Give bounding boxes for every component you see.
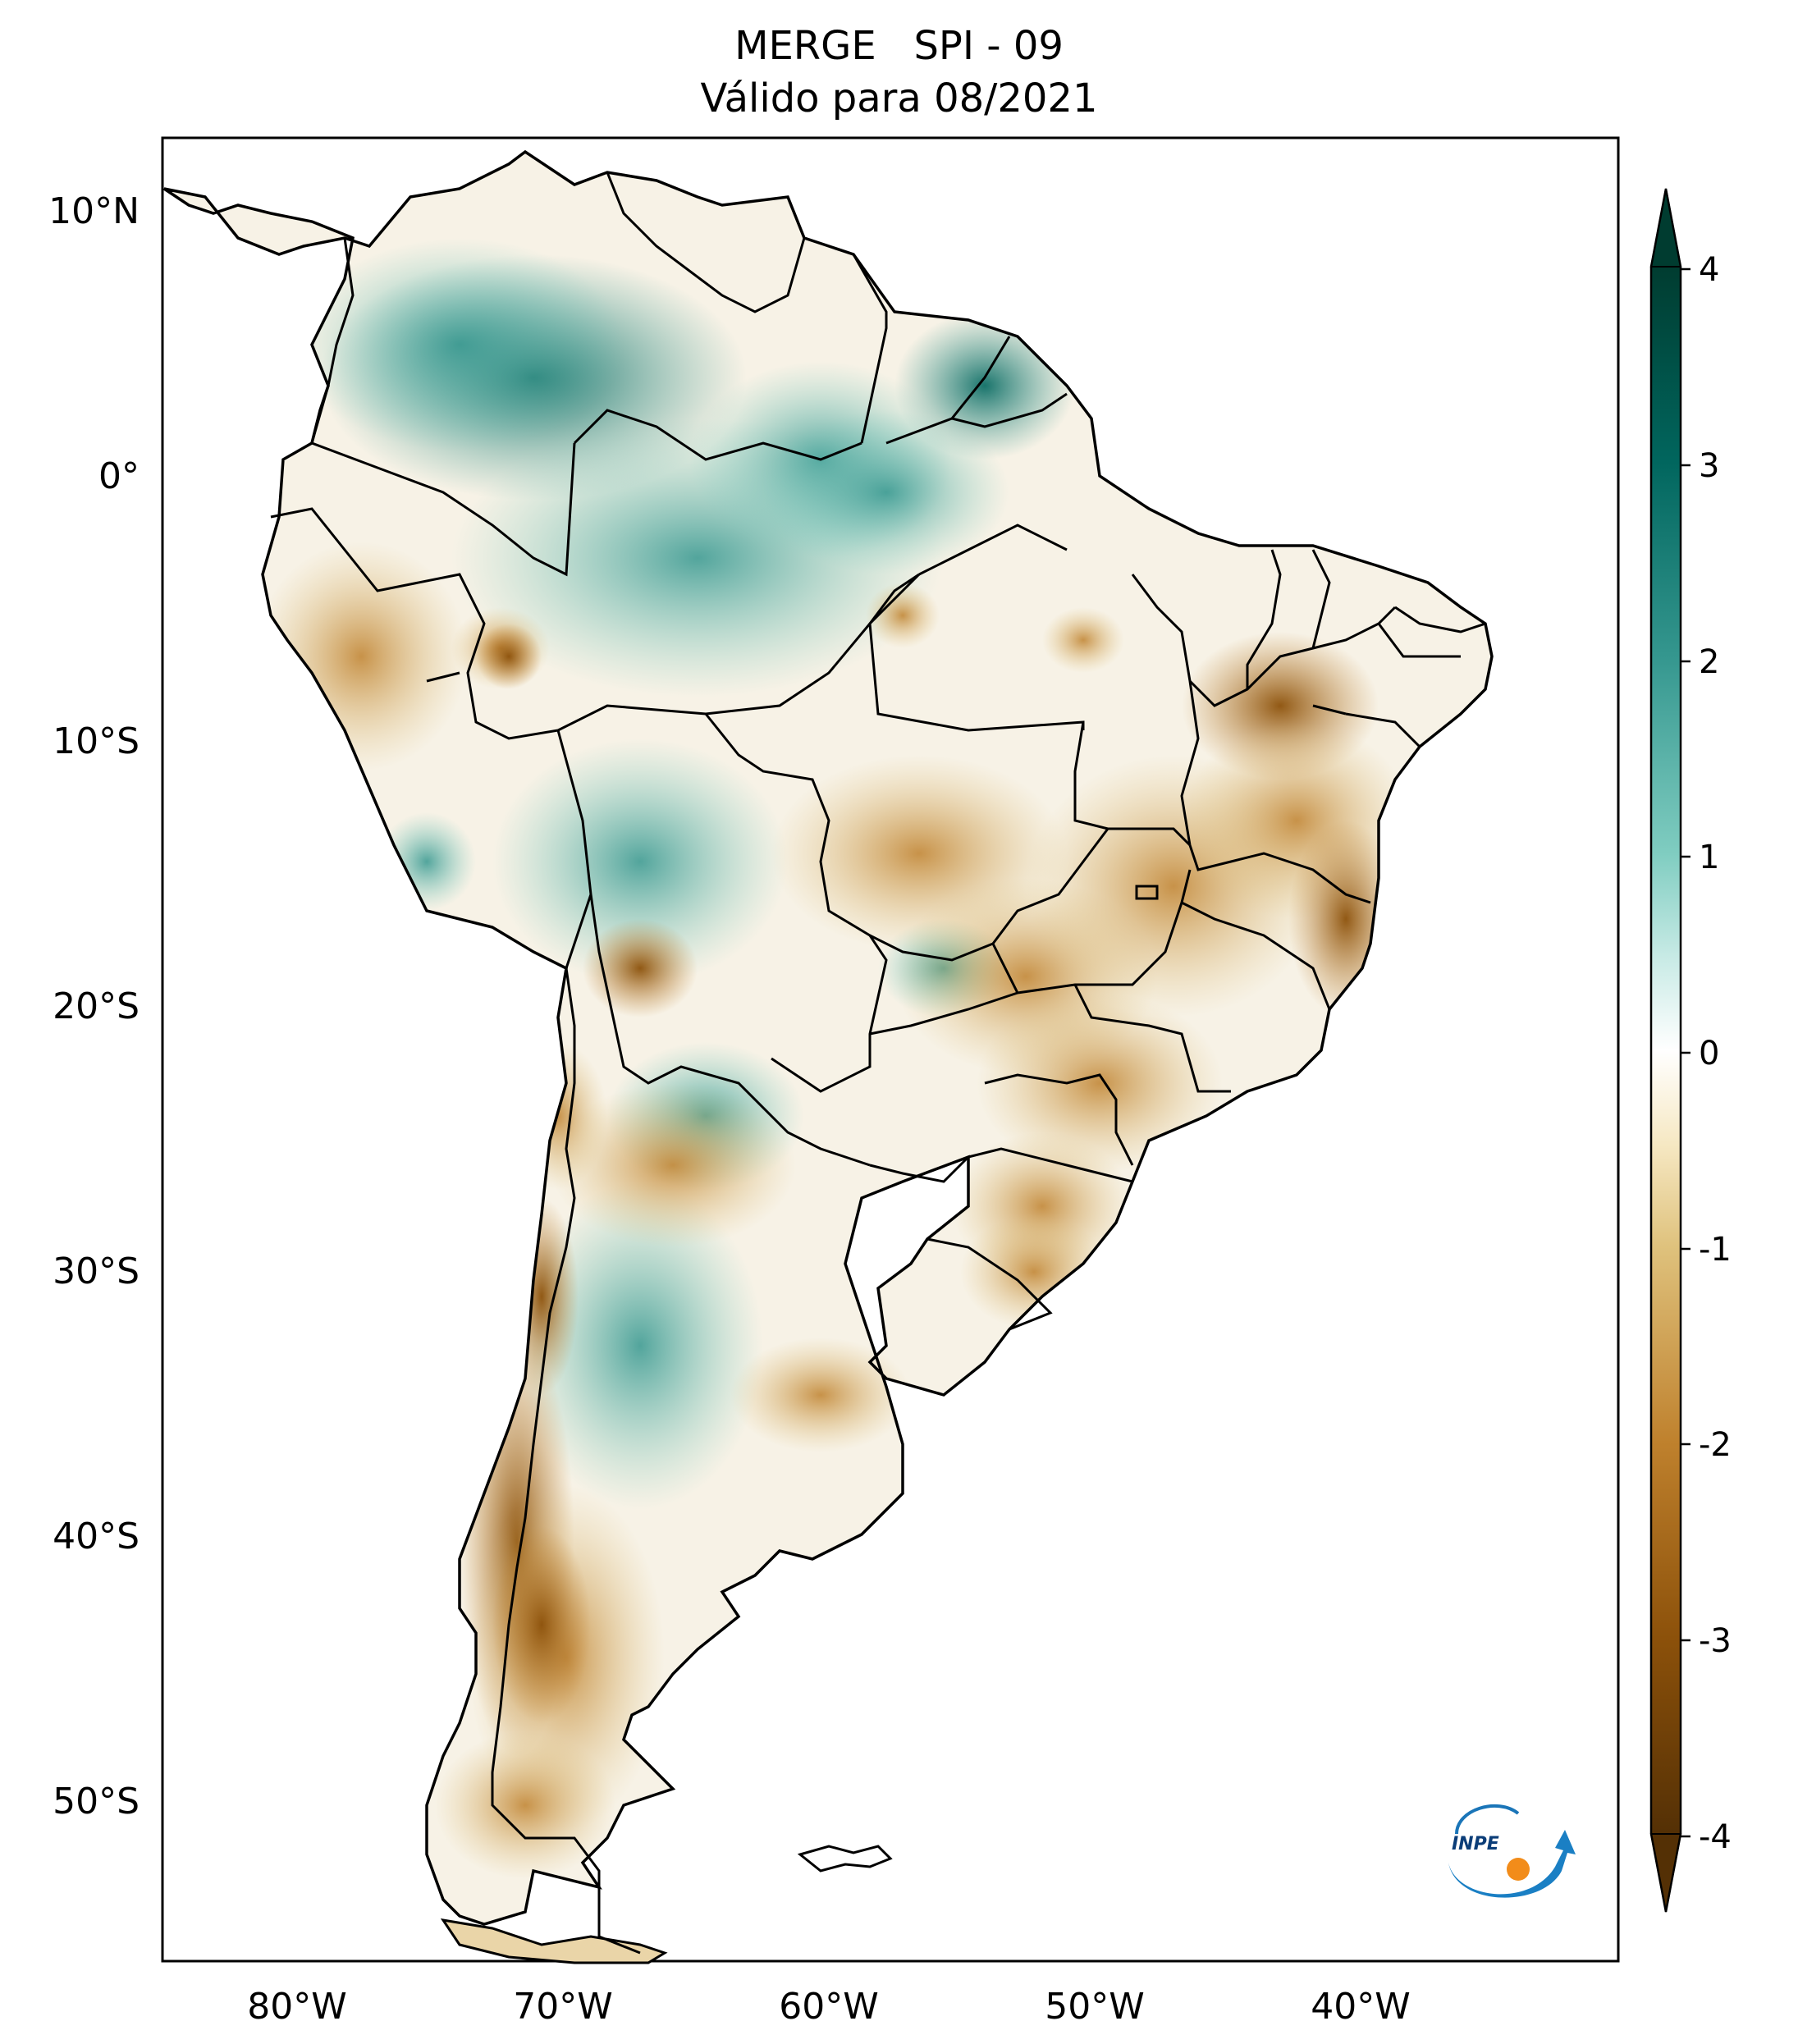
lat-tick: 40°S — [53, 1516, 140, 1557]
lat-tick: 10°N — [48, 190, 140, 232]
colorbar-tick: -2 — [1699, 1426, 1732, 1464]
colorbar-extend-top — [1649, 188, 1682, 268]
lon-tick: 40°W — [1311, 1986, 1411, 2028]
chart-title-line2: Válido para 08/2021 — [700, 75, 1098, 121]
colorbar-tick: -3 — [1699, 1622, 1732, 1660]
falkland-islands — [797, 1845, 893, 1873]
colorbar-extend-bottom — [1649, 1833, 1682, 1913]
colorbar-tick: 2 — [1699, 643, 1719, 681]
lon-tick-labels: 80°W 70°W 60°W 50°W 40°W — [247, 1986, 1411, 2028]
lat-tick: 0° — [98, 455, 140, 497]
colorbar: 4 3 2 1 0 -1 -2 -3 -4 — [1649, 188, 1732, 1913]
lat-tick: 50°S — [53, 1781, 140, 1822]
colorbar-tick: 3 — [1699, 447, 1719, 485]
lon-tick: 60°W — [779, 1986, 879, 2028]
political-borders — [270, 171, 1486, 1955]
lat-tick-labels: 10°N 0° 10°S 20°S 30°S 40°S 50°S — [48, 190, 140, 1822]
lat-tick: 30°S — [53, 1251, 140, 1292]
lat-tick: 10°S — [53, 720, 140, 762]
lon-tick: 80°W — [247, 1986, 347, 2028]
chart-title-line1: MERGE SPI - 09 — [734, 23, 1064, 69]
colorbar-tick: 4 — [1699, 251, 1719, 289]
lon-tick: 70°W — [513, 1986, 613, 2028]
colorbar-tick: -1 — [1699, 1231, 1732, 1269]
colorbar-tick: -4 — [1699, 1818, 1732, 1856]
inpe-logo-text: INPE — [1452, 1834, 1499, 1854]
colorbar-gradient — [1651, 267, 1681, 1834]
inpe-logo: INPE — [1448, 1804, 1576, 1898]
colorbar-tick: 1 — [1699, 839, 1719, 876]
tierra-del-fuego — [440, 1918, 668, 1964]
lat-tick: 20°S — [53, 985, 140, 1027]
lon-tick: 50°W — [1045, 1986, 1145, 2028]
colorbar-tick: 0 — [1699, 1035, 1719, 1072]
